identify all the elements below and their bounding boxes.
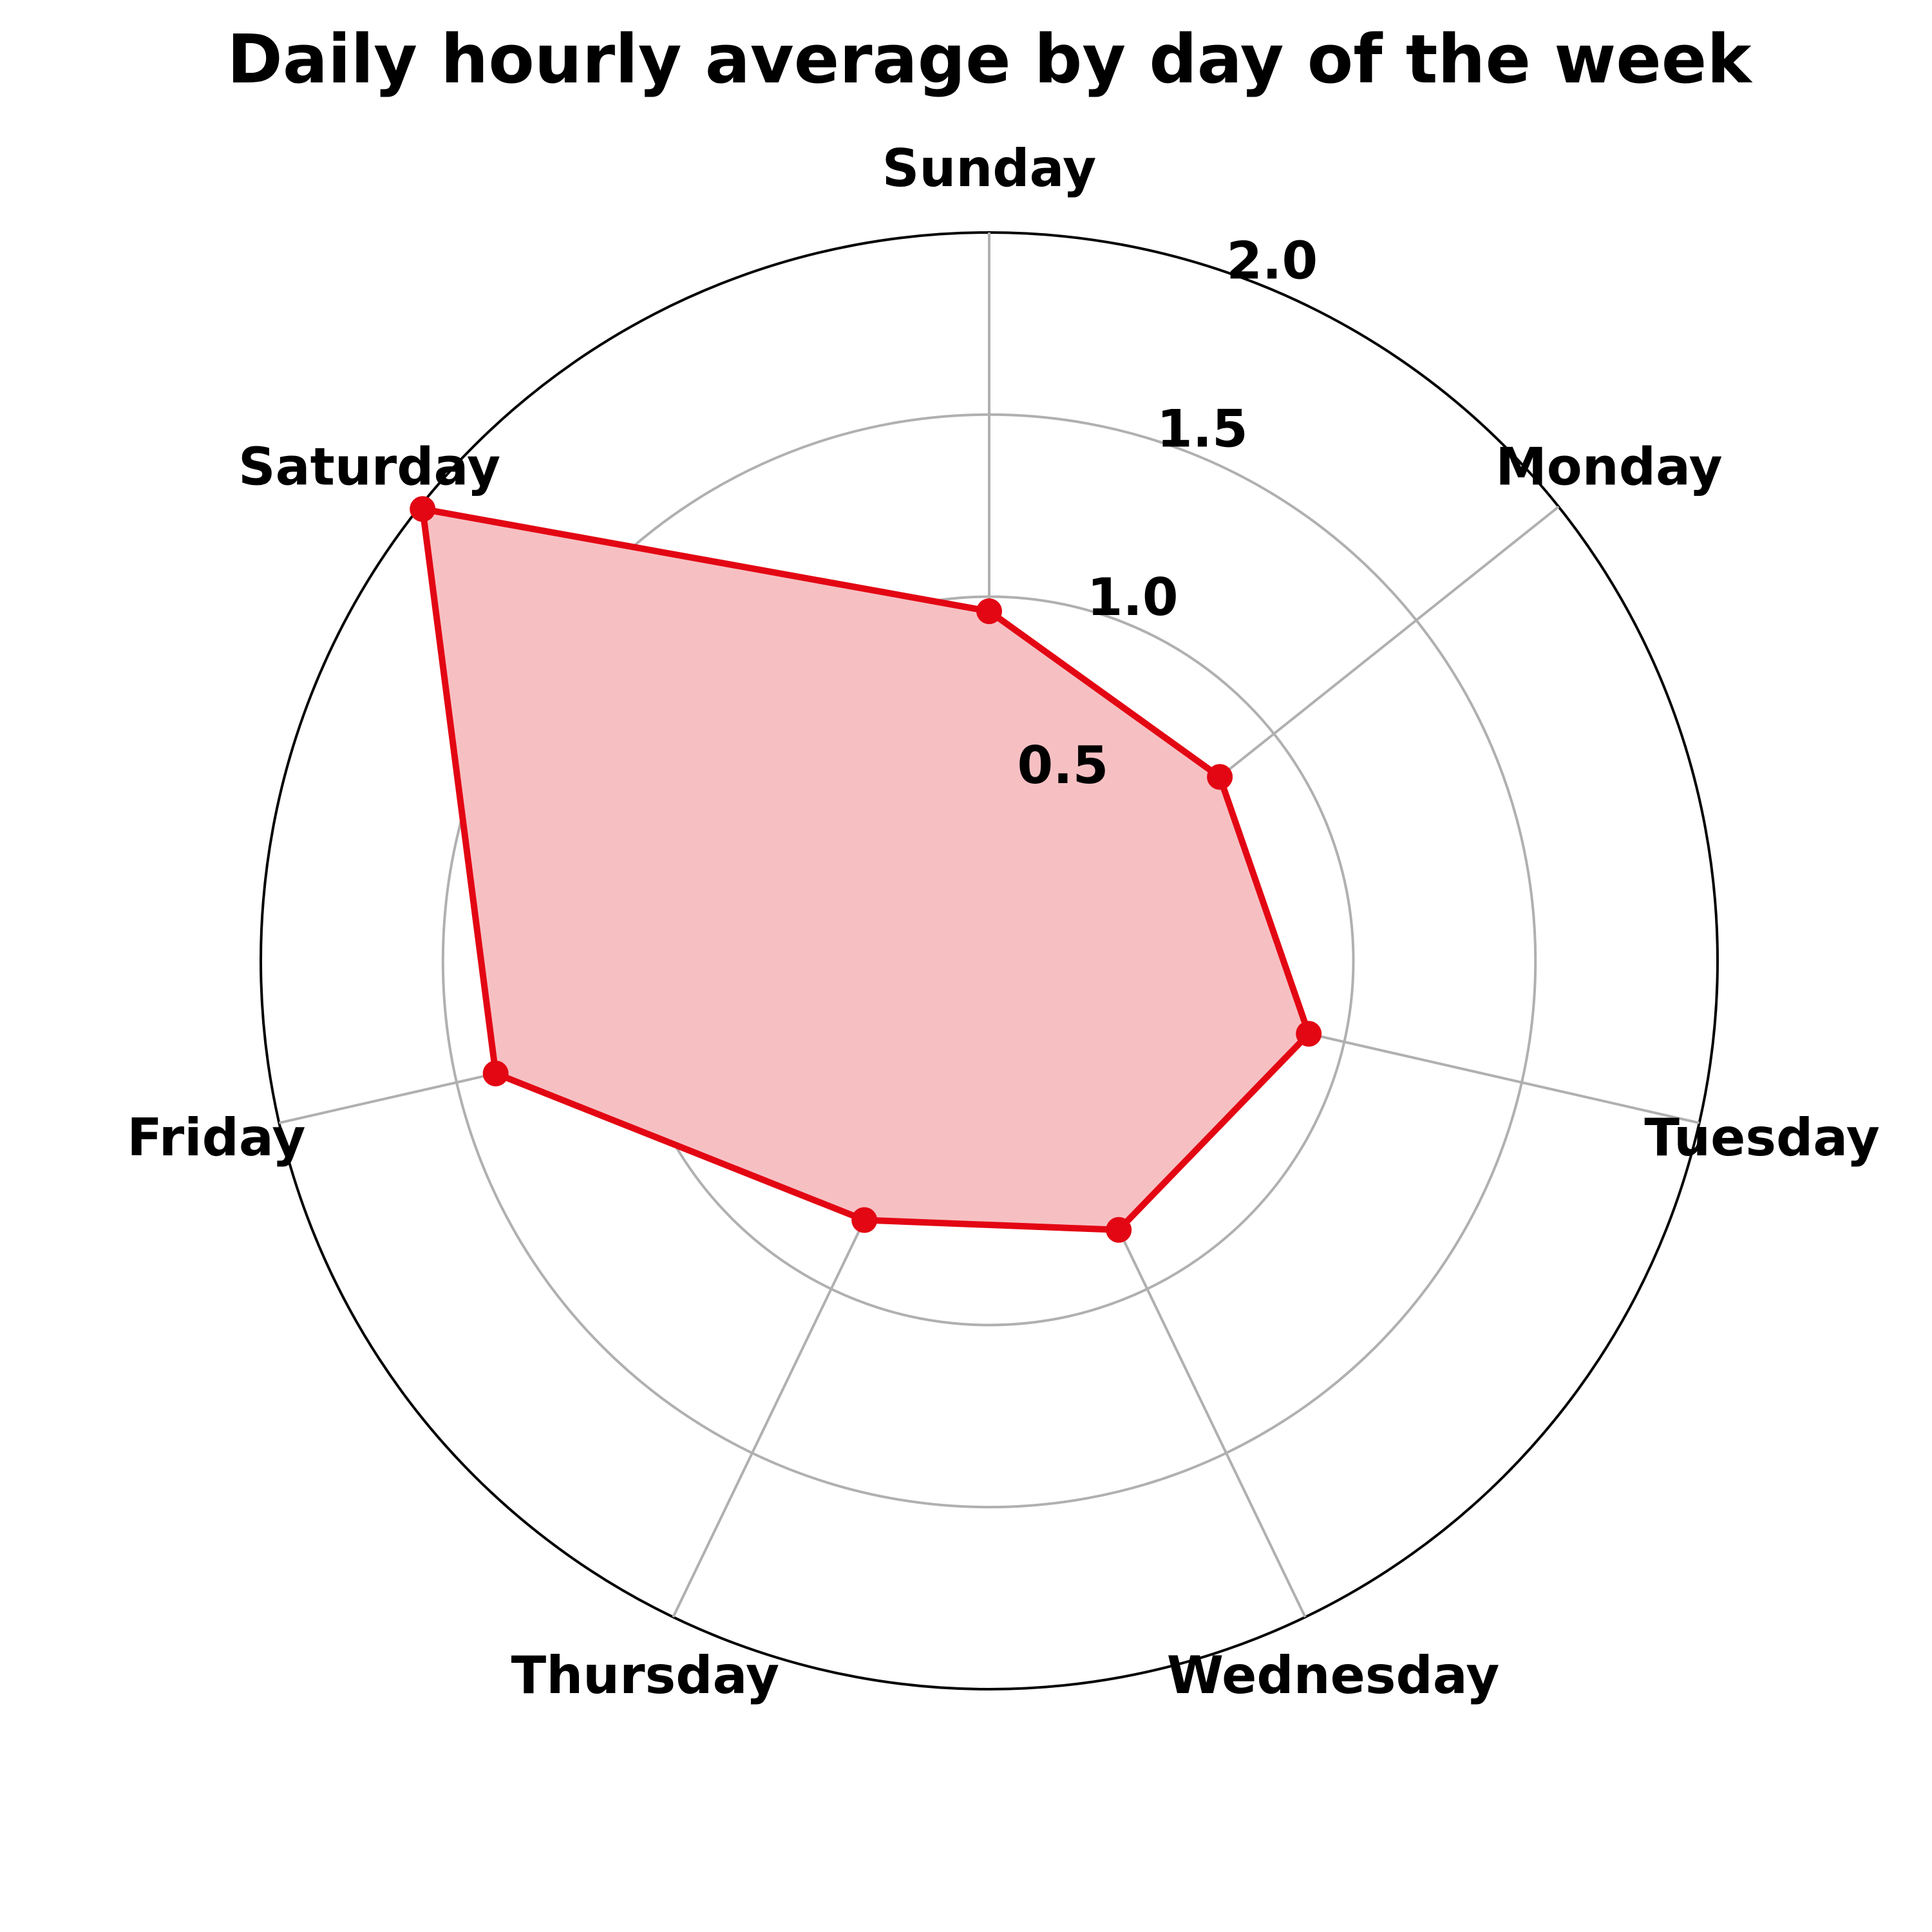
chart-title: Daily hourly average by day of the week: [227, 20, 1753, 99]
data-point-monday: [1207, 764, 1233, 790]
data-point-tuesday: [1296, 1021, 1322, 1047]
data-point-thursday: [851, 1207, 878, 1233]
category-label: Thursday: [511, 1645, 779, 1705]
data-point-saturday: [410, 496, 436, 522]
r-tick-label: 1.0: [1087, 567, 1179, 627]
category-label: Monday: [1495, 437, 1722, 497]
data-point-friday: [482, 1060, 509, 1086]
r-tick-label: 2.0: [1226, 231, 1318, 290]
label-layer: 0.5 1.0 1.5 2.0 Sunday Monday Tuesday Wednesday…: [127, 138, 1880, 1705]
data-point-wednesday: [1106, 1217, 1132, 1243]
data-point-sunday: [976, 598, 1002, 625]
category-label: Friday: [127, 1108, 305, 1168]
series-line: [419, 506, 1312, 1233]
r-tick-label: 1.5: [1157, 399, 1248, 459]
series-area: [422, 509, 1309, 1230]
category-label: Wednesday: [1167, 1645, 1500, 1705]
category-label: Tuesday: [1644, 1108, 1880, 1168]
category-label: Sunday: [882, 138, 1096, 198]
r-tick-label: 0.5: [1018, 735, 1109, 795]
data-layer: [410, 496, 1322, 1243]
category-label: Saturday: [238, 437, 500, 497]
